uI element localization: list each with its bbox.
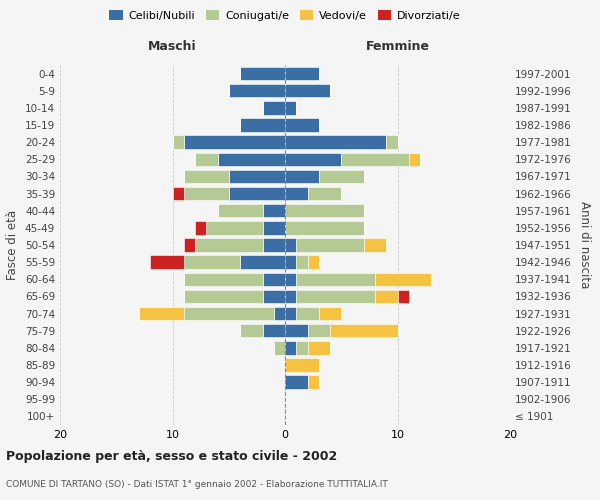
Bar (218, 204, 263, 218)
Bar (285, 272, 296, 286)
Bar (285, 256, 296, 269)
Bar (285, 358, 319, 372)
Text: Popolazione per età, sesso e stato civile - 2002: Popolazione per età, sesso e stato civil… (6, 450, 337, 463)
Bar (229, 170, 285, 183)
Bar (184, 136, 285, 149)
Bar (285, 101, 296, 114)
Bar (206, 221, 263, 234)
Bar (184, 256, 240, 269)
Text: Maschi: Maschi (148, 40, 197, 53)
Bar (263, 238, 285, 252)
Bar (341, 152, 409, 166)
Bar (296, 290, 375, 303)
Bar (184, 290, 263, 303)
Bar (296, 272, 375, 286)
Bar (285, 290, 296, 303)
Bar (285, 170, 319, 183)
Bar (274, 307, 285, 320)
Bar (308, 256, 319, 269)
Bar (398, 290, 409, 303)
Bar (285, 136, 386, 149)
Bar (285, 221, 364, 234)
Y-axis label: Anni di nascita: Anni di nascita (578, 202, 591, 288)
Bar (330, 324, 398, 338)
Bar (184, 307, 274, 320)
Bar (285, 341, 296, 354)
Bar (319, 170, 364, 183)
Bar (296, 307, 319, 320)
Bar (285, 238, 296, 252)
Bar (173, 136, 184, 149)
Bar (229, 187, 285, 200)
Bar (386, 136, 398, 149)
Bar (296, 238, 364, 252)
Bar (184, 170, 229, 183)
Bar (229, 84, 285, 98)
Bar (285, 187, 308, 200)
Bar (308, 376, 319, 389)
Bar (319, 307, 341, 320)
Text: COMUNE DI TARTANO (SO) - Dati ISTAT 1° gennaio 2002 - Elaborazione TUTTITALIA.IT: COMUNE DI TARTANO (SO) - Dati ISTAT 1° g… (6, 480, 388, 489)
Bar (195, 152, 218, 166)
Bar (274, 341, 285, 354)
Bar (173, 187, 184, 200)
Bar (184, 238, 195, 252)
Legend: Celibi/Nubili, Coniugati/e, Vedovi/e, Divorziati/e: Celibi/Nubili, Coniugati/e, Vedovi/e, Di… (105, 6, 465, 25)
Bar (240, 118, 285, 132)
Bar (296, 256, 308, 269)
Bar (218, 152, 285, 166)
Bar (375, 290, 398, 303)
Bar (285, 324, 308, 338)
Bar (409, 152, 420, 166)
Bar (195, 238, 263, 252)
Bar (263, 204, 285, 218)
Bar (308, 324, 330, 338)
Bar (308, 187, 341, 200)
Bar (308, 341, 330, 354)
Bar (285, 118, 319, 132)
Bar (285, 376, 308, 389)
Text: Femmine: Femmine (365, 40, 430, 53)
Bar (263, 221, 285, 234)
Bar (184, 272, 263, 286)
Y-axis label: Fasce di età: Fasce di età (7, 210, 19, 280)
Bar (364, 238, 386, 252)
Bar (285, 204, 364, 218)
Bar (240, 67, 285, 80)
Bar (285, 152, 341, 166)
Bar (285, 67, 319, 80)
Bar (240, 256, 285, 269)
Bar (240, 324, 263, 338)
Bar (150, 256, 184, 269)
Bar (375, 272, 431, 286)
Bar (296, 341, 308, 354)
Bar (263, 101, 285, 114)
Bar (285, 84, 330, 98)
Bar (263, 272, 285, 286)
Bar (263, 324, 285, 338)
Bar (195, 221, 206, 234)
Bar (263, 290, 285, 303)
Bar (139, 307, 184, 320)
Bar (285, 307, 296, 320)
Bar (184, 187, 229, 200)
